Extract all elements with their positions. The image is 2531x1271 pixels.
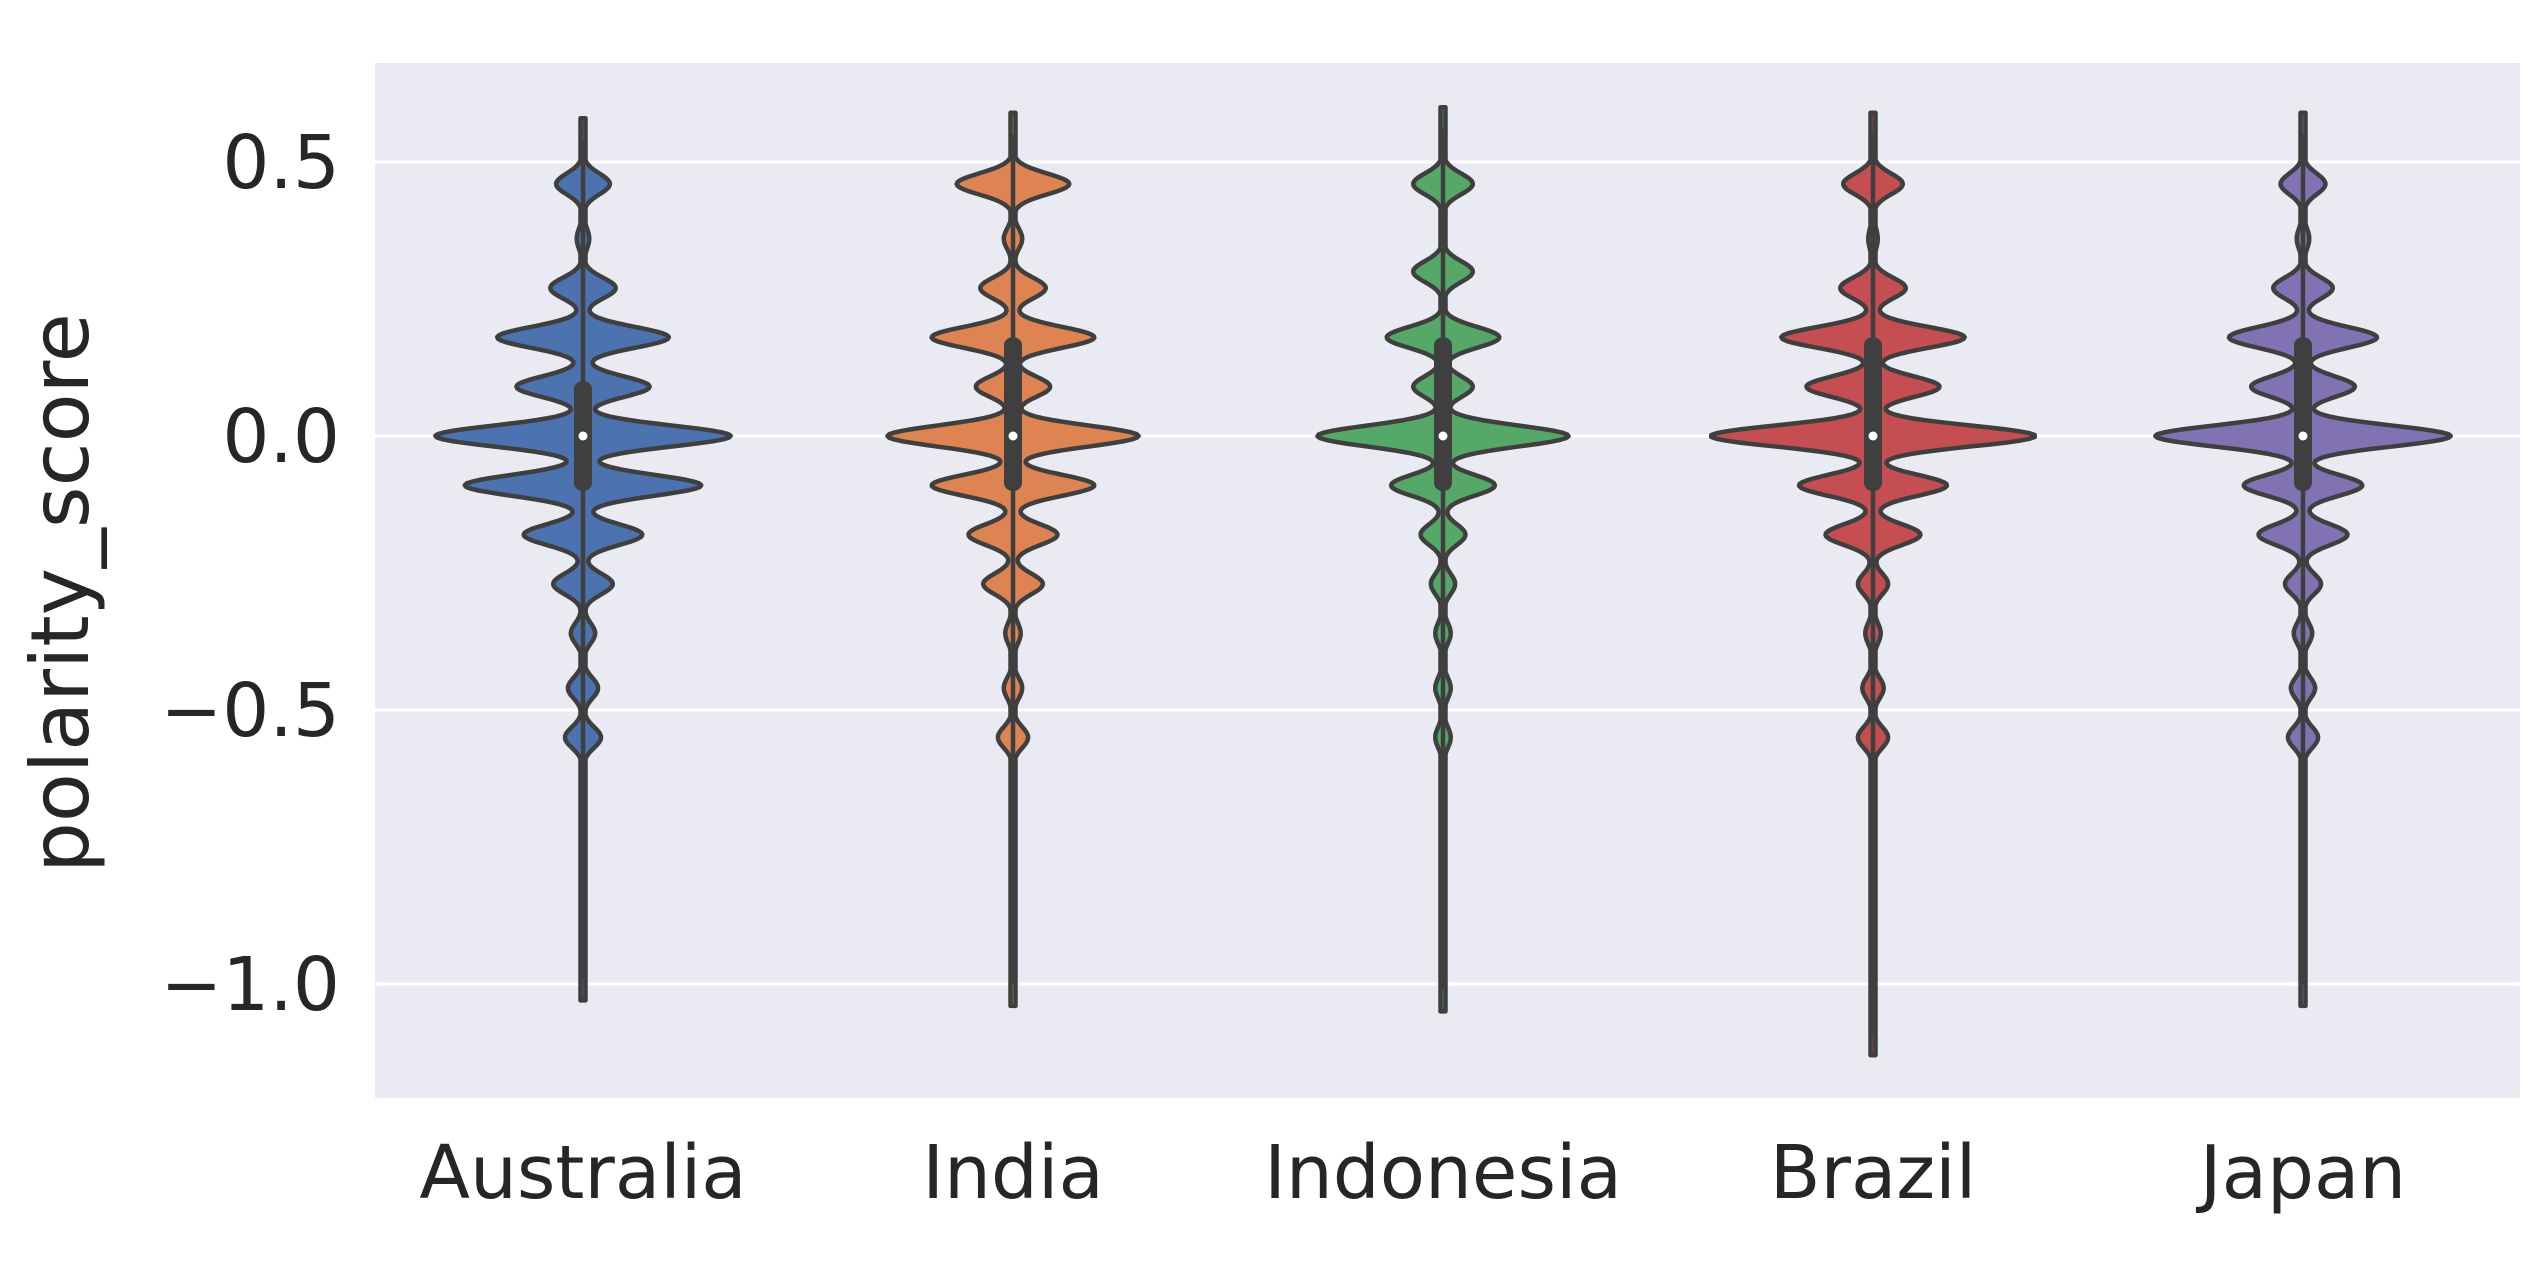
y-tick-label: −0.5 bbox=[160, 668, 340, 754]
median-point bbox=[1438, 431, 1448, 441]
iqr-box bbox=[1864, 337, 1882, 491]
x-tick-label: Australia bbox=[419, 1130, 746, 1216]
iqr-box bbox=[1434, 337, 1452, 491]
x-tick-label: Brazil bbox=[1770, 1130, 1977, 1216]
median-point bbox=[1868, 431, 1878, 441]
median-point bbox=[1008, 431, 1018, 441]
y-tick-label: −1.0 bbox=[160, 942, 340, 1028]
y-tick-labels: 0.5 0.0 −0.5 −1.0 bbox=[160, 120, 340, 1028]
x-tick-label: Japan bbox=[2196, 1130, 2406, 1216]
x-tick-labels: Australia India Indonesia Brazil Japan bbox=[419, 1130, 2406, 1216]
y-tick-label: 0.0 bbox=[222, 394, 340, 480]
y-axis-label: polarity_score bbox=[14, 313, 107, 873]
violins bbox=[433, 104, 2453, 1058]
median-point bbox=[2298, 431, 2308, 441]
iqr-box bbox=[1004, 337, 1022, 491]
y-tick-label: 0.5 bbox=[222, 120, 340, 206]
x-tick-label: Indonesia bbox=[1264, 1130, 1622, 1216]
x-tick-label: India bbox=[922, 1130, 1104, 1216]
iqr-box bbox=[2294, 337, 2312, 491]
median-point bbox=[578, 431, 588, 441]
